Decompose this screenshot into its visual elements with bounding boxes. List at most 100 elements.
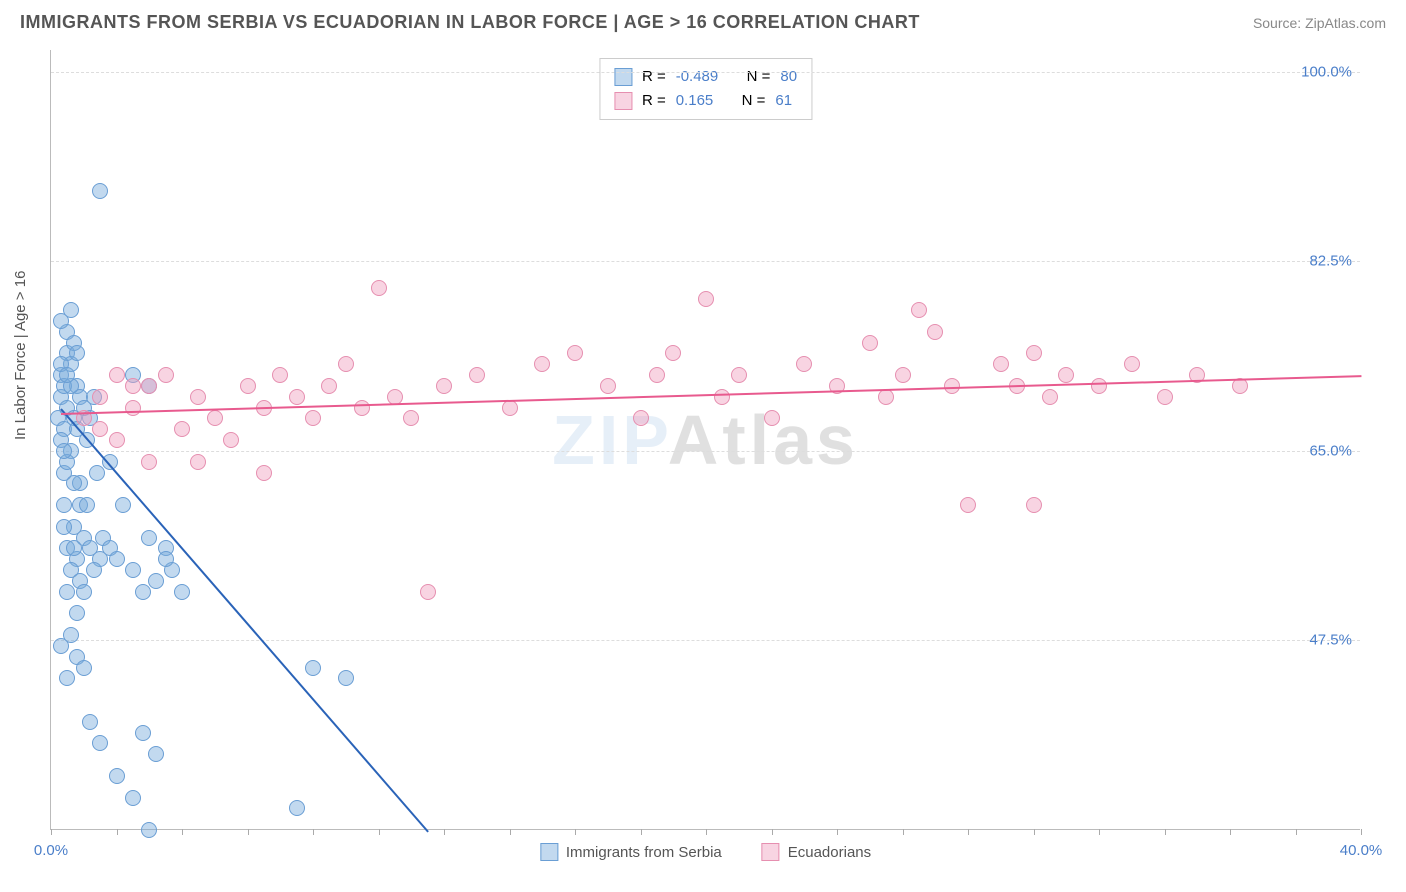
legend-item-ecuadorian: Ecuadorians (762, 843, 871, 861)
data-point (115, 497, 131, 513)
chart-title: IMMIGRANTS FROM SERBIA VS ECUADORIAN IN … (20, 12, 920, 33)
data-point (289, 389, 305, 405)
data-point (240, 378, 256, 394)
data-point (895, 367, 911, 383)
x-tick (706, 829, 707, 835)
data-point (59, 367, 75, 383)
y-tick-label: 82.5% (1309, 253, 1352, 270)
x-tick (1099, 829, 1100, 835)
data-point (66, 475, 82, 491)
data-point (109, 768, 125, 784)
stats-row-ecuadorian: R = 0.165 N = 61 (614, 89, 797, 113)
data-point (92, 183, 108, 199)
y-tick-label: 65.0% (1309, 442, 1352, 459)
stats-r-ecuadorian: 0.165 (676, 89, 714, 113)
x-tick (903, 829, 904, 835)
data-point (420, 584, 436, 600)
data-point (141, 530, 157, 546)
data-point (148, 746, 164, 762)
data-point (69, 345, 85, 361)
legend-swatch-ecuadorian (762, 843, 780, 861)
stats-n-label-2: N = (742, 89, 766, 113)
data-point (649, 367, 665, 383)
grid-line (51, 72, 1360, 73)
legend-item-serbia: Immigrants from Serbia (540, 843, 722, 861)
data-point (731, 367, 747, 383)
source-label: Source: ZipAtlas.com (1253, 15, 1386, 31)
stats-box: R = -0.489 N = 80 R = 0.165 N = 61 (599, 58, 812, 120)
data-point (927, 324, 943, 340)
x-tick-label: 40.0% (1340, 842, 1383, 859)
data-point (960, 497, 976, 513)
data-point (1026, 497, 1042, 513)
data-point (190, 389, 206, 405)
watermark: ZIPAtlas (552, 400, 859, 480)
legend: Immigrants from Serbia Ecuadorians (540, 843, 871, 861)
x-tick (1165, 829, 1166, 835)
data-point (698, 291, 714, 307)
data-point (305, 660, 321, 676)
data-point (1157, 389, 1173, 405)
swatch-ecuadorian (614, 92, 632, 110)
data-point (600, 378, 616, 394)
data-point (764, 410, 780, 426)
data-point (59, 670, 75, 686)
data-point (256, 465, 272, 481)
data-point (174, 421, 190, 437)
legend-swatch-serbia (540, 843, 558, 861)
x-tick (117, 829, 118, 835)
stats-r-label: R = (642, 65, 666, 89)
x-tick (772, 829, 773, 835)
data-point (56, 497, 72, 513)
x-tick (575, 829, 576, 835)
data-point (1058, 367, 1074, 383)
data-point (158, 367, 174, 383)
data-point (469, 367, 485, 383)
data-point (1124, 356, 1140, 372)
data-point (53, 638, 69, 654)
x-tick (1034, 829, 1035, 835)
x-tick (510, 829, 511, 835)
x-tick (968, 829, 969, 835)
data-point (338, 670, 354, 686)
x-tick (837, 829, 838, 835)
data-point (862, 335, 878, 351)
data-point (714, 389, 730, 405)
chart-plot-area: ZIPAtlas R = -0.489 N = 80 R = 0.165 N =… (50, 50, 1360, 830)
data-point (1091, 378, 1107, 394)
data-point (534, 356, 550, 372)
data-point (1026, 345, 1042, 361)
data-point (125, 562, 141, 578)
data-point (911, 302, 927, 318)
x-tick (641, 829, 642, 835)
data-point (567, 345, 583, 361)
data-point (338, 356, 354, 372)
x-tick (248, 829, 249, 835)
data-point (109, 551, 125, 567)
data-point (436, 378, 452, 394)
data-point (223, 432, 239, 448)
data-point (665, 345, 681, 361)
data-point (125, 378, 141, 394)
x-tick (313, 829, 314, 835)
grid-line (51, 261, 1360, 262)
data-point (125, 790, 141, 806)
stats-r-label-2: R = (642, 89, 666, 113)
x-tick (1361, 829, 1362, 835)
data-point (92, 389, 108, 405)
data-point (76, 660, 92, 676)
data-point (59, 584, 75, 600)
data-point (944, 378, 960, 394)
stats-n-label: N = (747, 65, 771, 89)
watermark-zip: ZIP (552, 401, 668, 479)
data-point (148, 573, 164, 589)
data-point (796, 356, 812, 372)
data-point (76, 584, 92, 600)
x-tick (379, 829, 380, 835)
data-point (141, 454, 157, 470)
data-point (82, 540, 98, 556)
data-point (66, 540, 82, 556)
data-point (207, 410, 223, 426)
data-point (141, 378, 157, 394)
data-point (289, 800, 305, 816)
